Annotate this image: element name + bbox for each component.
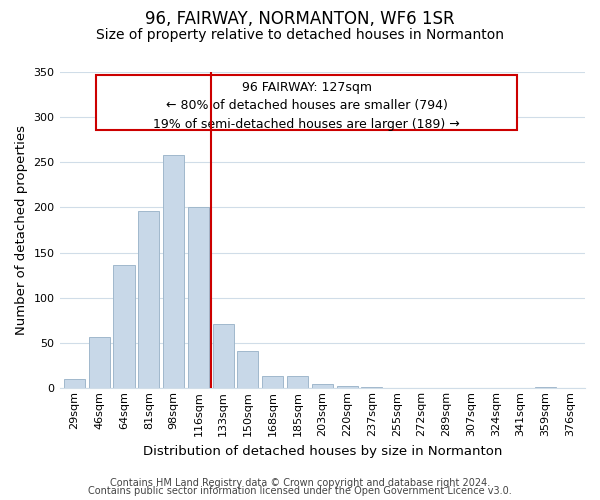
X-axis label: Distribution of detached houses by size in Normanton: Distribution of detached houses by size … [143,444,502,458]
Bar [113,265,134,388]
Text: Contains HM Land Registry data © Crown copyright and database right 2024.: Contains HM Land Registry data © Crown c… [110,478,490,488]
Bar [337,386,358,388]
Text: 19% of semi-detached houses are larger (189) →: 19% of semi-detached houses are larger (… [153,118,460,130]
Bar [238,351,259,389]
Bar [64,379,85,388]
Bar [89,336,110,388]
Bar [138,211,160,388]
Text: Contains public sector information licensed under the Open Government Licence v3: Contains public sector information licen… [88,486,512,496]
Bar [163,155,184,388]
Text: 96, FAIRWAY, NORMANTON, WF6 1SR: 96, FAIRWAY, NORMANTON, WF6 1SR [145,10,455,28]
Y-axis label: Number of detached properties: Number of detached properties [15,125,28,335]
Bar [262,376,283,388]
Text: ← 80% of detached houses are smaller (794): ← 80% of detached houses are smaller (79… [166,100,448,112]
Text: 96 FAIRWAY: 127sqm: 96 FAIRWAY: 127sqm [242,81,371,94]
Bar [287,376,308,388]
Bar [188,208,209,388]
FancyBboxPatch shape [97,74,517,130]
Bar [312,384,333,388]
Text: Size of property relative to detached houses in Normanton: Size of property relative to detached ho… [96,28,504,42]
Bar [212,324,233,388]
